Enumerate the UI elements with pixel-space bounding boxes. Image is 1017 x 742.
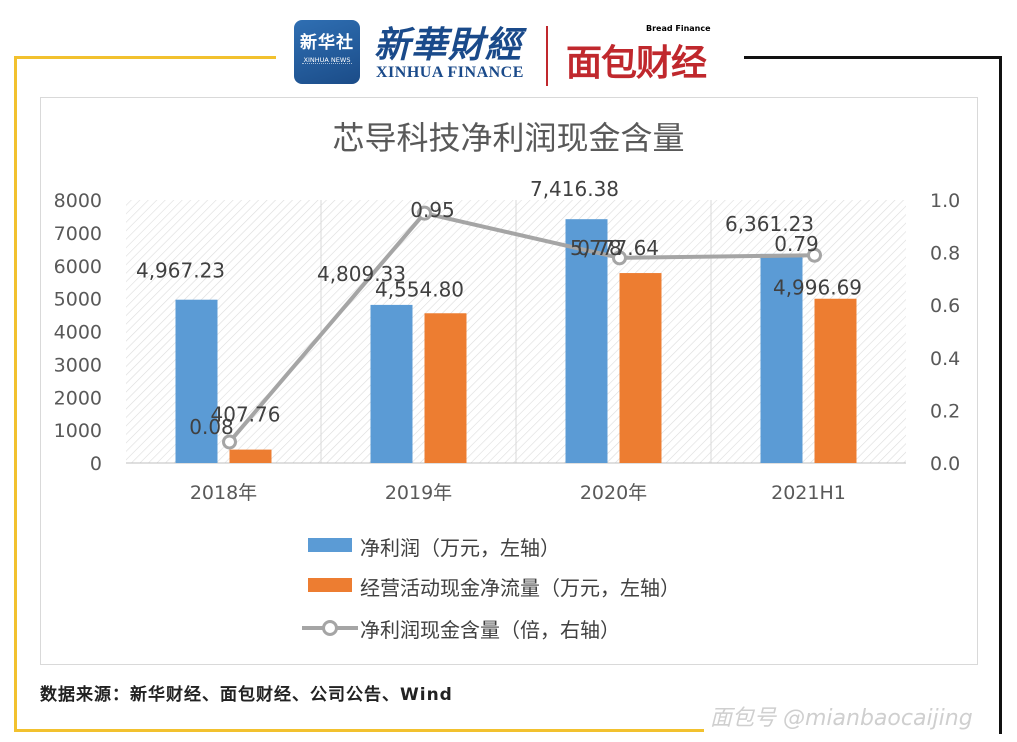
bar-operating-cash-flow (424, 313, 467, 463)
data-label-operating-cash-flow: 5,777.64 (570, 236, 659, 260)
y-left-tick-label: 7000 (54, 223, 102, 245)
header-divider (546, 26, 548, 86)
frame-bottom-border (14, 729, 704, 732)
x-tick-label: 2021H1 (771, 482, 846, 504)
y-left-tick-label: 0 (90, 453, 102, 475)
y-left-tick-label: 4000 (54, 322, 102, 344)
x-tick-label: 2019年 (385, 482, 452, 504)
source-note: 数据来源：新华财经、面包财经、公司公告、Wind (40, 685, 453, 705)
data-label-cash-ratio: 0.78 (577, 236, 622, 260)
bar-net-profit (175, 299, 218, 463)
legend-label: 净利润现金含量（倍，右轴） (360, 618, 620, 642)
y-right-tick-label: 0.4 (930, 348, 960, 370)
line-cash-ratio-marker (222, 434, 237, 450)
frame-top-right-border (744, 56, 1002, 59)
data-label-net-profit: 4,967.23 (136, 259, 225, 283)
line-cash-ratio-marker (612, 250, 627, 266)
bar-operating-cash-flow (814, 298, 857, 463)
data-label-operating-cash-flow: 4,996.69 (773, 276, 862, 300)
watermark: 面包号 @mianbaocaijing (710, 706, 973, 731)
chart-title: 芯导科技净利润现金含量 (332, 119, 685, 157)
bar-operating-cash-flow (229, 449, 272, 463)
y-left-tick-label: 8000 (54, 190, 102, 212)
line-cash-ratio-marker (417, 205, 432, 221)
y-right-tick-label: 0.6 (930, 295, 960, 317)
y-right-tick-label: 1.0 (930, 190, 960, 212)
x-tick-label: 2018年 (190, 482, 257, 504)
bread-finance-logo-cn: 面包财经 (566, 43, 707, 84)
y-right-tick-label: 0.8 (930, 243, 960, 265)
y-left-tick-label: 3000 (54, 354, 102, 376)
y-left-tick-label: 2000 (54, 387, 102, 409)
x-tick-label: 2020年 (580, 482, 647, 504)
bar-net-profit (565, 219, 608, 463)
y-left-tick-label: 1000 (54, 420, 102, 442)
data-label-net-profit: 6,361.23 (725, 212, 814, 236)
data-label-cash-ratio: 0.79 (774, 232, 819, 256)
legend-swatch-blue (308, 538, 352, 552)
line-cash-ratio-marker (807, 247, 822, 263)
y-left-tick-label: 5000 (54, 289, 102, 311)
legend-label: 经营活动现金净流量（万元，左轴） (360, 576, 680, 600)
frame-right-border (999, 56, 1002, 734)
data-label-cash-ratio: 0.95 (410, 198, 455, 222)
legend-label: 净利润（万元，左轴） (360, 536, 560, 560)
frame-left-border (14, 56, 17, 732)
bread-finance-logo-en: Bread Finance (646, 24, 711, 33)
bar-operating-cash-flow (619, 273, 662, 463)
legend-swatch-orange (308, 578, 352, 592)
bar-net-profit (760, 253, 803, 463)
xinhua-news-logo: 新华社 XINHUA NEWS (294, 20, 360, 84)
xinhua-finance-logo-en: XINHUA FINANCE (376, 64, 524, 81)
line-cash-ratio (227, 211, 815, 444)
frame-top-left-border (14, 56, 276, 59)
bar-net-profit (370, 304, 413, 463)
xinhua-finance-logo-cn: 新華財經 (374, 24, 523, 66)
network-dots-icon (302, 63, 352, 78)
data-label-operating-cash-flow: 4,554.80 (375, 277, 464, 301)
xinhua-logo-cn: 新华社 (300, 33, 354, 53)
legend-marker-circle-icon (322, 620, 338, 636)
brand-header: 新华社 XINHUA NEWS 新華財經 XINHUA FINANCE Brea… (276, 14, 744, 98)
data-label-net-profit: 7,416.38 (530, 177, 619, 201)
y-left-tick-label: 6000 (54, 256, 102, 278)
data-label-operating-cash-flow: 407.76 (211, 403, 281, 427)
xinhua-logo-en: XINHUA NEWS (303, 56, 351, 64)
y-right-tick-label: 0.2 (930, 400, 960, 422)
data-label-net-profit: 4,809.33 (317, 262, 406, 286)
y-right-tick-label: 0.0 (930, 453, 960, 475)
data-label-cash-ratio: 0.08 (189, 415, 234, 439)
